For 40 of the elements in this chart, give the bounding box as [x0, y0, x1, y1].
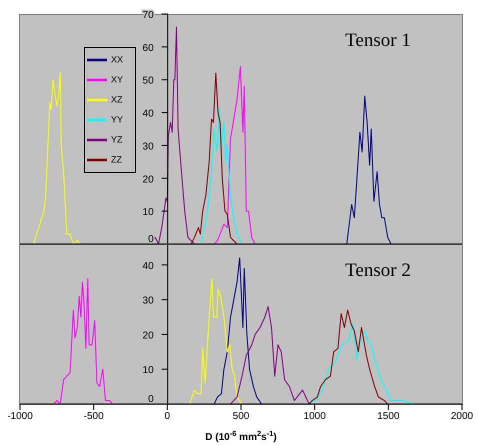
y-tick-label: 40 [142, 260, 154, 272]
legend-label: XY [111, 74, 124, 84]
x-axis-title: D (10$^{-6}$ mm$^{2}$s$^{-1}$) [205, 428, 277, 443]
line-series [305, 324, 414, 404]
x-tick-label: 1000 [304, 411, 326, 422]
legend-label: YZ [111, 134, 123, 144]
x-tick-label: 1500 [377, 411, 400, 422]
y-tick-label: 60 [142, 42, 154, 54]
legend-label: XZ [111, 94, 123, 104]
line-series [189, 278, 243, 404]
y-tick-label: 30 [142, 296, 154, 307]
line-series [214, 257, 262, 404]
legend-label: YY [111, 114, 124, 124]
line-series [190, 72, 238, 244]
line-series [230, 306, 310, 404]
y-tick-label: 10 [142, 365, 154, 376]
y-tick-label: 70 [142, 10, 154, 21]
x-tick-label: -500 [84, 411, 104, 422]
line-series [308, 310, 388, 404]
y-tick-label: 40 [142, 108, 154, 120]
y-tick-label: 20 [142, 330, 154, 342]
x-tick-label: 2000 [450, 411, 474, 422]
legend-label: ZZ [111, 154, 122, 164]
text: Tensor 1 [344, 30, 412, 52]
line-series [200, 108, 243, 244]
y-tick-label: 10 [142, 207, 154, 218]
y-tick-label: 30 [142, 141, 154, 152]
line-series [53, 278, 114, 404]
line-series [214, 66, 256, 244]
y-tick-label: 0 [148, 234, 154, 245]
line-series [346, 96, 392, 244]
x-tick-label: -1000 [7, 411, 34, 422]
y-tick-label: 0 [148, 394, 154, 405]
text: Tensor 2 [344, 260, 412, 282]
y-tick-label: 50 [142, 76, 154, 87]
x-tick-label: 0 [164, 411, 171, 422]
y-tick-label: 20 [142, 174, 154, 186]
x-tick-label: 500 [232, 411, 250, 422]
legend-label: XX [111, 54, 124, 64]
line-series [33, 72, 80, 244]
